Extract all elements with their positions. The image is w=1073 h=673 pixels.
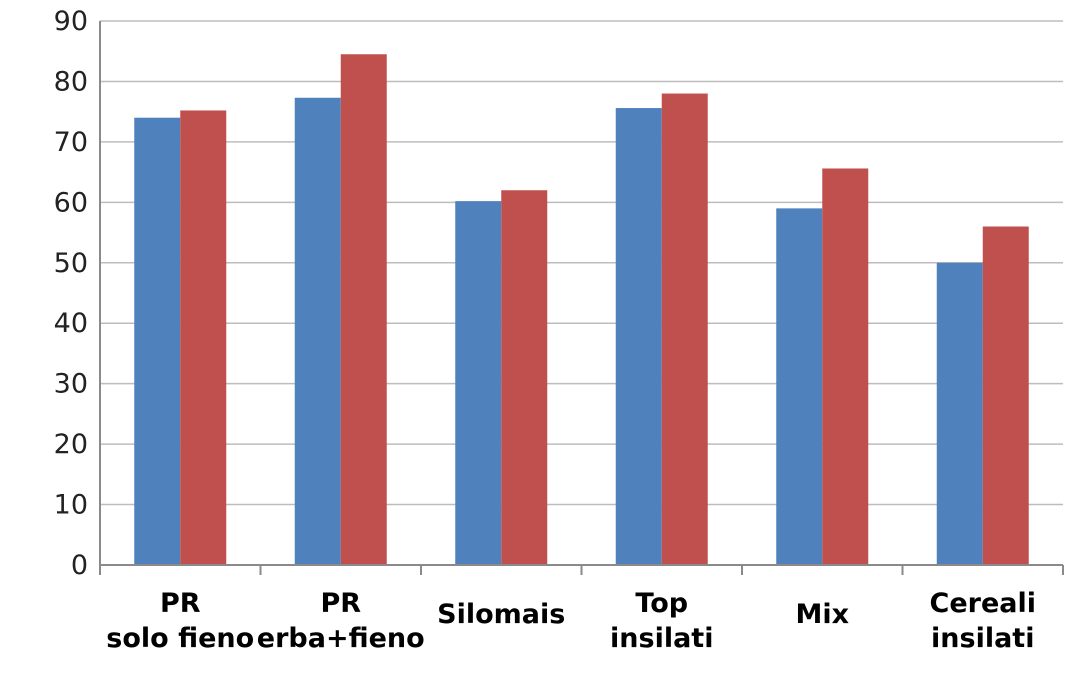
x-tick-label-line: solo fieno xyxy=(106,623,254,654)
x-tick-label-line: erba+fieno xyxy=(257,623,425,654)
y-tick-label: 30 xyxy=(54,369,88,400)
x-tick-label-line: insilati xyxy=(610,623,713,654)
bar-series2-cat2 xyxy=(340,54,387,565)
axes xyxy=(99,21,1064,575)
bar-series2-cat6 xyxy=(982,226,1029,565)
bar-series1-cat4 xyxy=(615,108,662,565)
bar-series2-cat3 xyxy=(501,190,548,565)
x-tick-labels: PR solo fieno PR erba+fieno Silomais Top insil… xyxy=(106,588,1036,654)
bar-series1-cat5 xyxy=(776,208,823,565)
x-tick-label-line: Cereali xyxy=(930,588,1036,619)
y-tick-label: 90 xyxy=(54,6,88,37)
x-tick-label: PR solo fieno xyxy=(106,588,254,654)
bar-series2-cat1 xyxy=(180,110,227,566)
x-tick-label: Cereali insilati xyxy=(930,588,1036,654)
x-tick-label-line: PR xyxy=(160,588,201,619)
x-tick-label-line: Silomais xyxy=(437,599,565,630)
y-tick-labels: 0 10 20 30 40 50 60 70 80 90 xyxy=(54,6,88,581)
bars xyxy=(134,54,1029,566)
gridlines xyxy=(100,20,1063,506)
x-tick-label: Silomais xyxy=(437,599,565,630)
y-tick-label: 10 xyxy=(54,490,88,521)
y-tick-label: 60 xyxy=(54,187,88,218)
y-tick-label: 80 xyxy=(54,66,88,97)
x-tick-label-line: Mix xyxy=(795,599,849,630)
bar-series1-cat1 xyxy=(134,117,181,565)
bar-series1-cat6 xyxy=(936,262,983,565)
bar-series2-cat5 xyxy=(822,168,869,566)
x-tick-label-line: PR xyxy=(320,588,361,619)
y-tick-label: 20 xyxy=(54,429,88,460)
bar-series1-cat3 xyxy=(455,201,502,565)
y-tick-label: 70 xyxy=(54,127,88,158)
y-tick-label: 50 xyxy=(54,248,88,279)
x-tick-label: Mix xyxy=(795,599,849,630)
y-tick-label: 0 xyxy=(71,550,88,581)
x-tick-label-line: insilati xyxy=(931,623,1034,654)
bar-series1-cat2 xyxy=(294,97,341,566)
y-tick-label: 40 xyxy=(54,308,88,339)
x-tick-label-line: Top xyxy=(635,588,688,619)
x-tick-label: PR erba+fieno xyxy=(257,588,425,654)
x-tick-label: Top insilati xyxy=(610,588,713,654)
bar-series2-cat4 xyxy=(661,93,708,566)
